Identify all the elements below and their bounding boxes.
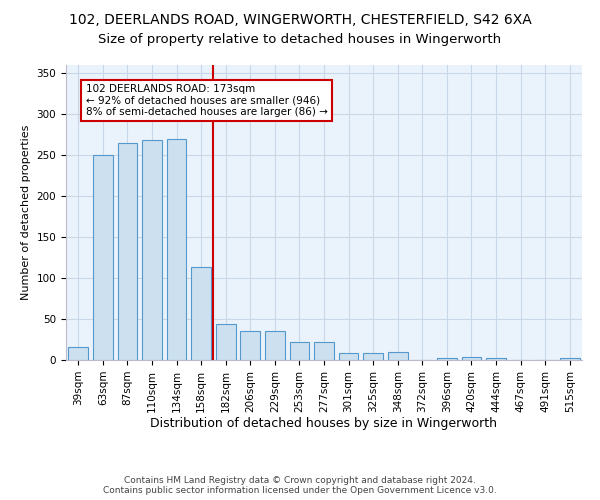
Bar <box>93 155 113 360</box>
Bar <box>364 354 383 360</box>
Bar <box>68 347 88 360</box>
Bar <box>314 342 334 360</box>
Bar <box>339 354 358 360</box>
Y-axis label: Number of detached properties: Number of detached properties <box>21 125 31 300</box>
Bar <box>388 352 407 360</box>
Bar <box>241 332 260 360</box>
Bar <box>486 358 506 360</box>
Text: Size of property relative to detached houses in Wingerworth: Size of property relative to detached ho… <box>98 32 502 46</box>
Text: 102 DEERLANDS ROAD: 173sqm
← 92% of detached houses are smaller (946)
8% of semi: 102 DEERLANDS ROAD: 173sqm ← 92% of deta… <box>86 84 328 117</box>
Bar <box>290 342 309 360</box>
Bar <box>265 332 284 360</box>
Bar <box>118 143 137 360</box>
Bar <box>560 358 580 360</box>
Bar <box>216 324 236 360</box>
Text: Contains HM Land Registry data © Crown copyright and database right 2024.
Contai: Contains HM Land Registry data © Crown c… <box>103 476 497 495</box>
X-axis label: Distribution of detached houses by size in Wingerworth: Distribution of detached houses by size … <box>151 418 497 430</box>
Bar <box>461 356 481 360</box>
Text: 102, DEERLANDS ROAD, WINGERWORTH, CHESTERFIELD, S42 6XA: 102, DEERLANDS ROAD, WINGERWORTH, CHESTE… <box>68 12 532 26</box>
Bar <box>191 266 211 360</box>
Bar <box>437 358 457 360</box>
Bar <box>142 140 162 360</box>
Bar <box>167 138 187 360</box>
